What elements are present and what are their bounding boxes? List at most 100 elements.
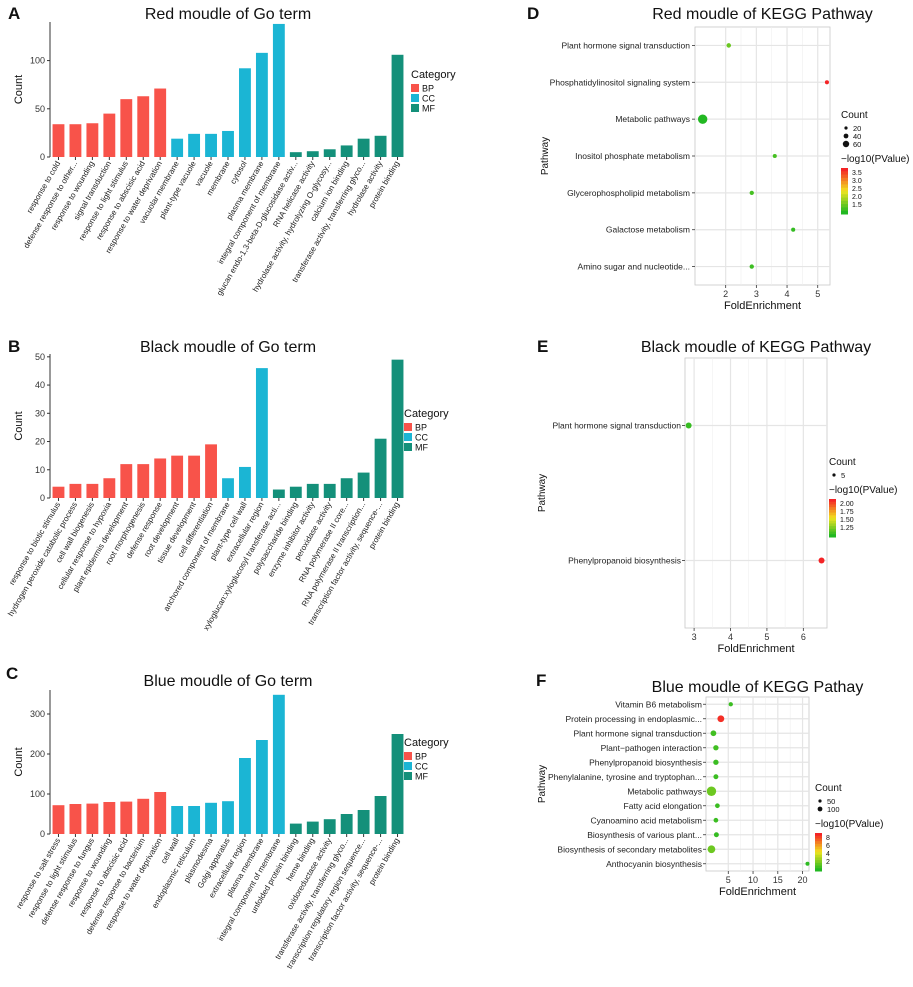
bar-bp — [52, 805, 65, 834]
x-axis-label: FoldEnrichment — [717, 643, 794, 655]
color-bar-segment — [841, 171, 848, 176]
data-point — [713, 817, 719, 823]
legend-swatch-mf — [411, 104, 419, 112]
color-bar-segment — [841, 177, 848, 182]
bar-mf — [357, 138, 370, 157]
bar-mf — [340, 814, 353, 834]
color-legend-label: 3.5 — [852, 170, 862, 177]
bar-mf — [323, 483, 336, 498]
color-bar-segment — [815, 838, 822, 842]
size-legend-dot — [817, 806, 823, 812]
pathway-label: Anthocyanin biosynthesis — [606, 859, 702, 869]
color-bar-segment — [815, 849, 822, 853]
size-legend-dot — [818, 799, 822, 803]
color-legend-label: 8 — [826, 835, 830, 842]
y-tick-label: 10 — [35, 465, 45, 475]
y-tick-label: 100 — [30, 789, 45, 799]
y-tick-label: 20 — [35, 437, 45, 447]
color-bar-segment — [841, 184, 848, 189]
legend-title: Category — [411, 69, 456, 81]
color-legend-label: 1.75 — [840, 509, 854, 516]
size-legend-label: 60 — [853, 140, 861, 149]
legend-label-cc: CC — [415, 433, 428, 443]
legend-title: Category — [404, 737, 449, 749]
bar-bp — [154, 88, 167, 157]
data-point — [791, 227, 796, 232]
plot-panel — [684, 357, 828, 629]
y-tick-label: 50 — [35, 352, 45, 362]
bar-mf — [374, 438, 387, 498]
color-bar-segment — [841, 181, 848, 185]
data-point — [713, 832, 719, 838]
color-legend-label: 3.0 — [852, 178, 862, 185]
color-bar-segment — [841, 194, 848, 199]
x-tick-label: 3 — [692, 632, 697, 642]
chart-title: Black moudle of KEGG Pathway — [641, 339, 871, 356]
y-axis-label: Count — [13, 747, 25, 776]
color-bar-segment — [815, 833, 822, 837]
bar-cc — [205, 802, 217, 834]
color-bar-segment — [829, 509, 836, 514]
bar-bp — [69, 124, 82, 157]
color-legend-label: 4 — [826, 851, 830, 858]
x-tick-label: hydrogen peroxide catabolic process — [6, 501, 79, 618]
data-point — [749, 264, 754, 269]
chart-title: Blue moudle of Go term — [144, 673, 313, 690]
bar-bp — [86, 803, 99, 834]
size-legend-title: Count — [815, 783, 842, 794]
color-bar-segment — [815, 865, 822, 869]
color-legend-label: 6 — [826, 843, 830, 850]
color-bar-segment — [829, 518, 836, 522]
data-point — [713, 759, 719, 765]
pathway-label: Metabolic pathways — [615, 114, 690, 124]
bar-mf — [323, 149, 336, 157]
pathway-label: Glycerophospholipid metabolism — [567, 188, 690, 198]
bar-bp — [86, 123, 99, 157]
color-bar-segment — [841, 207, 848, 212]
y-axis-label: Count — [13, 411, 25, 440]
x-axis-label: FoldEnrichment — [724, 300, 801, 312]
legend-swatch-mf — [404, 772, 412, 780]
y-tick-label: 50 — [35, 104, 45, 114]
color-bar-segment — [829, 499, 836, 503]
size-legend-dot — [842, 140, 850, 148]
color-bar-segment — [815, 854, 822, 858]
bar-bp — [154, 792, 167, 834]
color-bar-segment — [829, 528, 836, 533]
color-bar-segment — [815, 841, 822, 845]
bar-bp — [103, 113, 116, 157]
color-bar-segment — [815, 857, 822, 861]
bar-cc — [255, 740, 268, 834]
bar-bp — [205, 444, 217, 498]
y-tick-label: 0 — [40, 152, 45, 162]
data-point — [706, 786, 717, 796]
data-point — [715, 803, 720, 809]
data-point — [685, 422, 692, 429]
bar-mf — [357, 472, 370, 498]
bar-bp — [137, 96, 150, 157]
color-bar-segment — [829, 534, 836, 538]
bar-cc — [205, 133, 217, 157]
pathway-label: Metabolic pathways — [627, 786, 702, 796]
color-bar-segment — [815, 843, 822, 848]
size-legend-label: 5 — [841, 471, 845, 480]
pathway-label: Plant−pathogen interaction — [601, 743, 703, 753]
chart-title: Black moudle of Go term — [140, 339, 316, 356]
color-bar-segment — [829, 507, 836, 511]
data-point — [726, 43, 732, 48]
color-bar-segment — [829, 520, 836, 524]
panel-label-d: D — [527, 4, 539, 23]
size-legend-label: 20 — [853, 124, 861, 133]
y-tick-label: 30 — [35, 408, 45, 418]
legend-label-cc: CC — [422, 94, 435, 104]
bar-bp — [171, 455, 184, 498]
bar-mf — [306, 151, 319, 157]
color-bar-segment — [829, 512, 836, 516]
legend-label-mf: MF — [422, 104, 435, 114]
bar-cc — [272, 694, 285, 834]
legend-label-bp: BP — [422, 84, 434, 94]
x-tick-label: 2 — [723, 289, 728, 299]
y-tick-label: 0 — [40, 829, 45, 839]
pathway-label: Phenylpropanoid biosynthesis — [568, 556, 681, 566]
pathway-label: Plant hormone signal transduction — [561, 40, 690, 50]
